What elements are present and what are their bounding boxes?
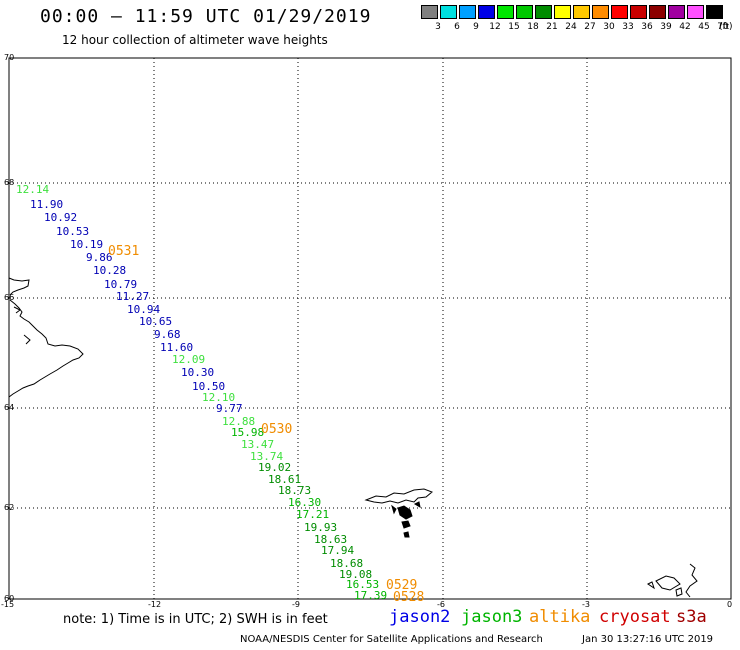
longitude-label: -6 [437, 600, 445, 609]
pass-time-label: 0530 [261, 422, 293, 437]
wave-height-value: 10.50 [192, 380, 226, 393]
wave-height-value: 17.94 [321, 544, 355, 557]
credit-text: NOAA/NESDIS Center for Satellite Applica… [240, 634, 543, 645]
map-frame [8, 57, 732, 600]
color-swatch-label: 33 [622, 22, 634, 32]
latitude-label: 70 [4, 53, 15, 62]
color-swatch-label: 6 [454, 22, 460, 32]
color-swatch [478, 5, 495, 19]
wave-height-value: 17.39 [354, 589, 388, 602]
color-swatch-label: 42 [679, 22, 691, 32]
pass-time-label: 0529 [386, 578, 418, 593]
wave-height-value: 16.53 [346, 578, 380, 591]
color-swatch-label: 30 [603, 22, 615, 32]
wave-height-value: 11.27 [116, 290, 150, 303]
wave-height-value: 12.88 [222, 415, 256, 428]
wave-height-value: 19.02 [258, 461, 292, 474]
wave-height-value: 10.92 [44, 211, 78, 224]
wave-height-value: 11.90 [30, 198, 64, 211]
longitude-label: -12 [148, 600, 162, 609]
legend-item-cryosat: cryosat [599, 607, 671, 627]
longitude-label: -3 [582, 600, 590, 609]
color-swatch [497, 5, 514, 19]
wave-height-value: 18.61 [268, 473, 302, 486]
latitude-label: 60 [4, 594, 15, 603]
wave-height-value: 18.63 [314, 533, 348, 546]
color-swatch-label: 3 [435, 22, 441, 32]
wave-height-value: 10.53 [56, 225, 90, 238]
color-swatch-label: 45 [698, 22, 710, 32]
wave-height-value: 13.74 [250, 450, 284, 463]
legend-item-jason3: jason3 [461, 607, 523, 627]
legend-item-s3a: s3a [676, 607, 707, 627]
pass-time-label: 0531 [108, 244, 140, 259]
wave-height-value: 15.98 [231, 426, 265, 439]
wave-height-value: 10.79 [104, 278, 138, 291]
wave-height-value: 10.30 [181, 366, 215, 379]
color-swatch-label: 15 [508, 22, 520, 32]
color-swatch [535, 5, 552, 19]
color-swatch-label: 39 [660, 22, 672, 32]
coastline-shetland-islands [647, 563, 698, 598]
longitude-label: -15 [1, 600, 15, 609]
color-swatch-label: 18 [527, 22, 539, 32]
wave-height-value: 12.09 [172, 353, 206, 366]
longitude-label: 0 [727, 600, 733, 609]
wave-height-value: 16.30 [288, 496, 322, 509]
wave-height-value: 18.68 [330, 557, 364, 570]
wave-height-value: 18.73 [278, 484, 312, 497]
color-swatch [706, 5, 723, 19]
wave-height-value: 10.19 [70, 238, 104, 251]
latitude-label: 66 [4, 293, 15, 302]
coastline-iceland [8, 277, 84, 398]
coastline-faroe-islands [364, 488, 433, 538]
pass-time-label: 0528 [393, 590, 425, 605]
wave-height-value: 12.10 [202, 391, 236, 404]
color-swatch [459, 5, 476, 19]
wave-height-value: 13.47 [241, 438, 275, 451]
note-text: note: 1) Time is in UTC; 2) SWH is in fe… [63, 612, 328, 627]
color-swatch-label: 27 [584, 22, 596, 32]
wave-height-value: 10.28 [93, 264, 127, 277]
wave-height-value: 9.77 [216, 402, 243, 415]
wave-height-value: 10.65 [139, 315, 173, 328]
wave-height-value: 10.94 [127, 303, 161, 316]
generated-timestamp: Jan 30 13:27:16 UTC 2019 [582, 634, 714, 645]
color-swatch-label: 70 [717, 22, 729, 32]
color-swatch [440, 5, 457, 19]
color-swatch-label: 36 [641, 22, 653, 32]
wave-height-value: 12.14 [16, 183, 50, 196]
color-swatch [611, 5, 628, 19]
wave-height-value: 11.60 [160, 341, 194, 354]
color-swatch [668, 5, 685, 19]
color-swatch-label: 21 [546, 22, 558, 32]
color-swatch [592, 5, 609, 19]
latitude-label: 64 [4, 403, 15, 412]
latitude-label: 68 [4, 178, 15, 187]
longitude-label: -9 [292, 600, 300, 609]
color-swatch-label: 12 [489, 22, 501, 32]
page-title: 00:00 — 11:59 UTC 01/29/2019 [40, 6, 372, 27]
color-swatch [554, 5, 571, 19]
latitude-label: 62 [4, 503, 15, 512]
color-swatch-label: 24 [565, 22, 577, 32]
color-swatch [573, 5, 590, 19]
color-swatch-label: 9 [473, 22, 479, 32]
wave-height-value: 9.68 [154, 328, 181, 341]
legend-item-jason2: jason2 [389, 607, 451, 627]
color-swatch [421, 5, 438, 19]
color-swatch [649, 5, 666, 19]
color-swatch [630, 5, 647, 19]
wave-height-value: 19.08 [339, 568, 373, 581]
wave-height-value: 17.21 [296, 508, 330, 521]
color-swatch [687, 5, 704, 19]
color-swatch [516, 5, 533, 19]
legend-item-altika: altika [529, 607, 591, 627]
wave-height-value: 9.86 [86, 251, 113, 264]
map-grid [9, 57, 731, 599]
wave-height-value: 19.93 [304, 521, 338, 534]
page-subtitle: 12 hour collection of altimeter wave hei… [62, 33, 328, 47]
color-scale-unit: (ft) [719, 22, 733, 32]
